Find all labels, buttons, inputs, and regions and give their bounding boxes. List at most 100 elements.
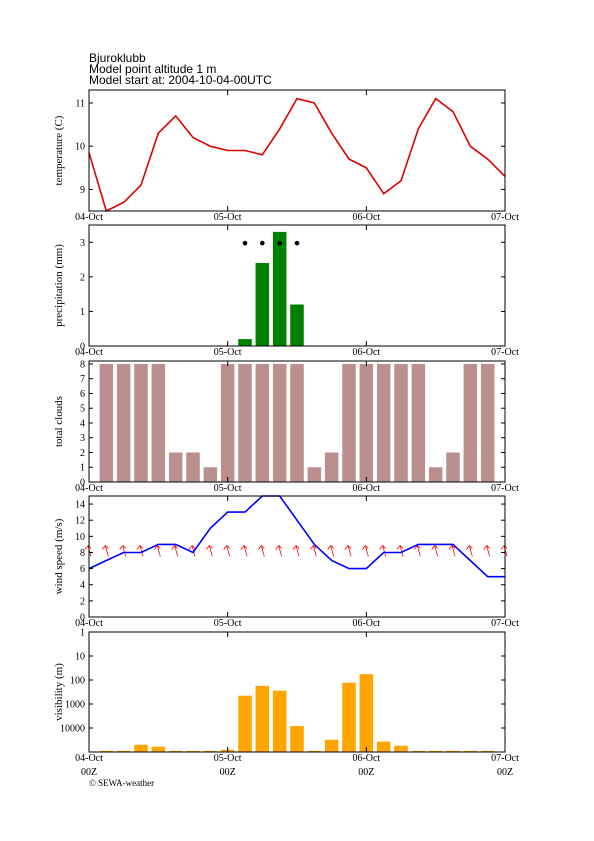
y-tick-label: 11 <box>75 98 85 109</box>
bar <box>463 363 478 482</box>
wind-arrow <box>379 545 387 557</box>
y-tick-label: 8 <box>80 548 85 559</box>
x-tick-sublabel: 00Z <box>220 767 236 778</box>
wind-arrow <box>414 545 421 557</box>
bar <box>324 452 339 482</box>
y-tick-label: 0 <box>80 342 85 353</box>
bar <box>480 750 495 752</box>
bar <box>272 363 287 482</box>
plot-frame <box>88 360 506 483</box>
wind-arrow <box>448 545 456 557</box>
bar <box>255 685 270 752</box>
x-tick-label: 07-Oct <box>491 347 519 358</box>
bar <box>307 750 322 752</box>
plot-frame <box>88 89 506 212</box>
bar <box>290 363 304 482</box>
bar <box>376 363 391 482</box>
bar <box>272 231 287 346</box>
wind-arrow <box>240 545 248 557</box>
y-tick-label: 100 <box>70 676 85 687</box>
bar <box>411 363 426 482</box>
wind-arrow <box>466 545 473 557</box>
bar <box>446 750 460 752</box>
y-axis-label: visibility (m) <box>53 663 65 721</box>
precip-symbol <box>260 240 265 246</box>
wind-arrow <box>154 545 161 557</box>
wind-arrow <box>292 545 300 557</box>
x-tick-label: 06-Oct <box>352 618 380 629</box>
bar <box>116 363 131 482</box>
y-tick-label: 9 <box>80 185 85 196</box>
y-axis-label: total clouds <box>53 396 65 447</box>
y-tick-label: 10 <box>75 142 85 153</box>
wind-arrow <box>344 545 352 557</box>
x-tick-label: 06-Oct <box>352 753 380 764</box>
wind-arrow <box>362 545 369 557</box>
x-tick-sublabel: 00Z <box>497 767 513 778</box>
precip-symbol <box>277 240 282 246</box>
x-tick-label: 06-Oct <box>352 483 380 494</box>
bar <box>238 695 252 752</box>
bar <box>290 726 304 752</box>
wind-arrow <box>171 545 179 557</box>
y-tick-label: 7 <box>80 374 85 385</box>
copyright: © SEWA-weather <box>89 778 154 788</box>
x-tick-label: 05-Oct <box>214 483 242 494</box>
bar <box>342 682 356 752</box>
bar <box>238 363 252 482</box>
bar <box>116 750 131 752</box>
bar <box>359 674 374 752</box>
wind-arrow <box>223 545 231 557</box>
y-tick-label: 2 <box>80 448 85 459</box>
wind-arrow <box>136 545 144 557</box>
plot-frame <box>88 495 506 618</box>
bar <box>255 263 270 346</box>
x-tick-label: 07-Oct <box>491 483 519 494</box>
bar <box>324 739 339 752</box>
x-tick-label: 04-Oct <box>75 212 103 223</box>
y-tick-label: 1000 <box>65 700 85 711</box>
bar <box>151 746 166 752</box>
bar <box>463 750 478 752</box>
bar <box>203 750 218 752</box>
wind-arrow <box>275 545 283 557</box>
y-tick-label: 4 <box>80 580 85 591</box>
bar <box>272 690 287 752</box>
y-tick-label: 10 <box>75 652 85 663</box>
y-tick-label: 3 <box>80 433 85 444</box>
bar <box>168 750 183 752</box>
y-tick-label: 2 <box>80 272 85 283</box>
bar <box>99 363 114 482</box>
bar <box>376 741 391 752</box>
bar <box>307 467 322 482</box>
bar <box>394 363 408 482</box>
x-tick-sublabel: 00Z <box>81 767 97 778</box>
y-tick-label: 1 <box>80 628 85 639</box>
bar <box>342 363 356 482</box>
precip-symbol <box>242 240 248 246</box>
bar <box>134 744 148 752</box>
wind-arrow <box>119 545 127 557</box>
wind-arrow <box>500 545 508 557</box>
x-tick-label: 04-Oct <box>75 753 103 764</box>
y-axis-label: precipitation (mm) <box>53 244 65 327</box>
bar <box>238 339 252 346</box>
bar <box>290 304 304 346</box>
x-tick-label: 04-Oct <box>75 347 103 358</box>
bar <box>480 363 495 482</box>
line <box>88 495 505 578</box>
plot-frame <box>88 224 506 347</box>
bar <box>428 467 443 482</box>
y-tick-label: 8 <box>80 359 85 370</box>
y-tick-label: 14 <box>75 500 85 511</box>
y-tick-label: 1 <box>80 307 85 318</box>
wind-arrow <box>310 545 317 557</box>
y-axis-label: wind speed (m/s) <box>53 518 65 594</box>
wind-arrow <box>206 545 213 557</box>
x-tick-label: 05-Oct <box>214 618 242 629</box>
wind-arrow <box>431 545 439 557</box>
bar <box>168 452 183 482</box>
y-tick-label: 2 <box>80 596 85 607</box>
